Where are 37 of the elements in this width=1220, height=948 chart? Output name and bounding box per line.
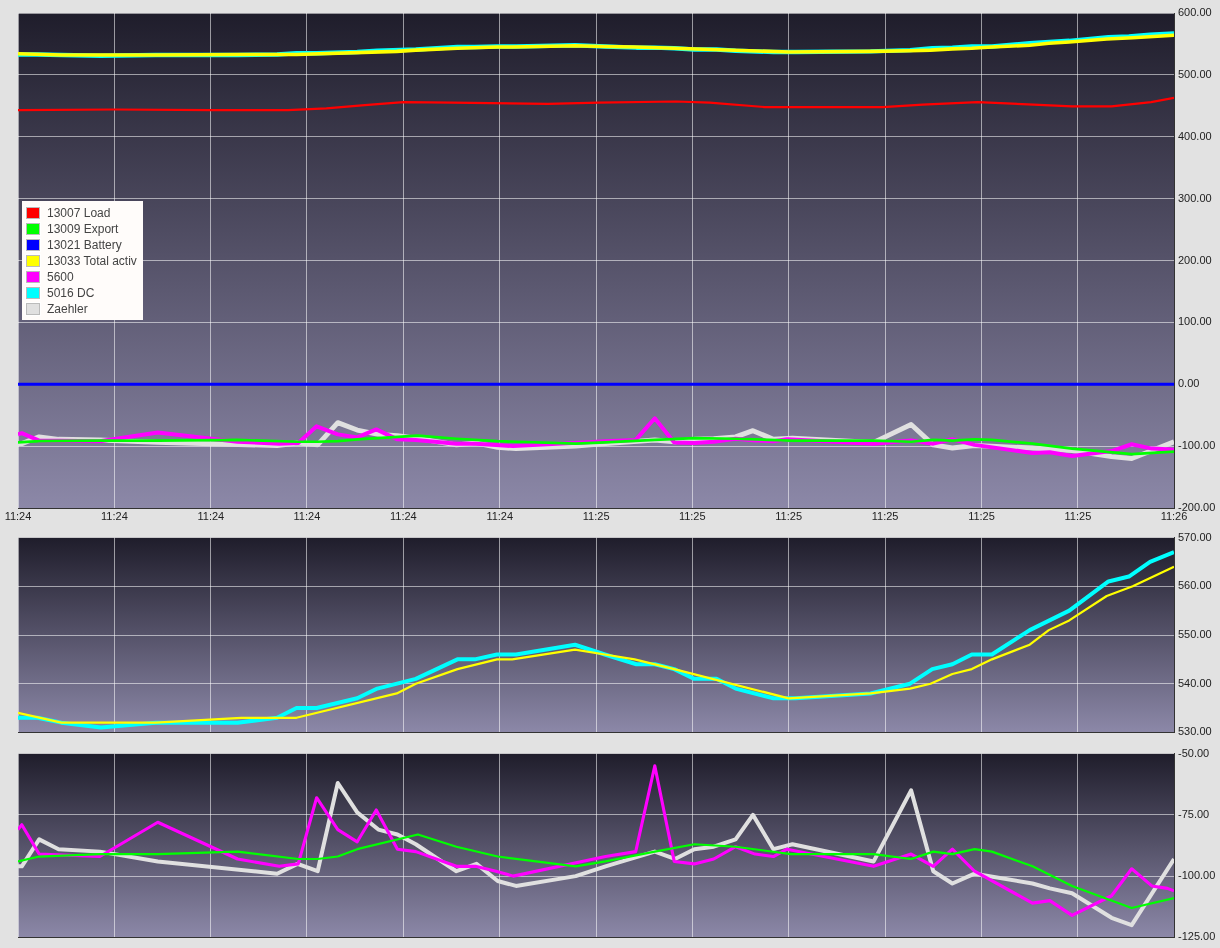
x-tick-label: 11:25: [775, 509, 803, 522]
x-tick-label: 11:24: [389, 509, 417, 522]
y-tick-label: 300.00: [1178, 191, 1212, 204]
y-tick-label: 400.00: [1178, 129, 1212, 142]
x-tick-label: 11:25: [678, 509, 706, 522]
y-tick-label: -100.00: [1178, 439, 1216, 452]
y-tick-label: 530.00: [1178, 725, 1212, 738]
x-tick-label: 11:24: [197, 509, 225, 522]
y-tick-label: 600.00: [1178, 6, 1212, 19]
y-tick-label: 560.00: [1178, 579, 1212, 592]
y-tick-label: 200.00: [1178, 253, 1212, 266]
y-tick-label: 0.00: [1178, 377, 1200, 390]
x-tick-label: 11:25: [1064, 509, 1092, 522]
legend-label: 13009 Export: [47, 221, 119, 236]
x-tick-label: 11:25: [968, 509, 995, 522]
legend-label: 13007 Load: [47, 205, 111, 220]
y-tick-label: -50.00: [1178, 746, 1210, 759]
y-tick-label: -125.00: [1178, 930, 1216, 943]
y-tick-label: -75.00: [1178, 807, 1210, 820]
legend-label: 13033 Total activ: [47, 253, 137, 268]
y-tick-label: 500.00: [1178, 67, 1212, 80]
y-tick-label: 550.00: [1178, 628, 1212, 641]
y-tick-label: 540.00: [1178, 676, 1212, 689]
legend-label: Zaehler: [47, 301, 88, 316]
x-tick-label: 11:25: [871, 509, 899, 522]
x-tick-label: 11:24: [4, 509, 32, 522]
y-tick-label: -100.00: [1178, 869, 1216, 882]
y-tick-label: 100.00: [1178, 315, 1212, 328]
x-tick-label: 11:25: [582, 509, 610, 522]
x-tick-label: 11:24: [101, 509, 128, 522]
x-tick-label: 11:24: [486, 509, 514, 522]
legend-label: 5016 DC: [47, 285, 95, 300]
legend-label: 13021 Battery: [47, 237, 122, 252]
legend-label: 5600: [47, 269, 74, 284]
x-tick-label: 11:24: [293, 509, 321, 522]
y-tick-label: -200.00: [1178, 501, 1216, 514]
y-tick-label: 570.00: [1178, 530, 1212, 543]
